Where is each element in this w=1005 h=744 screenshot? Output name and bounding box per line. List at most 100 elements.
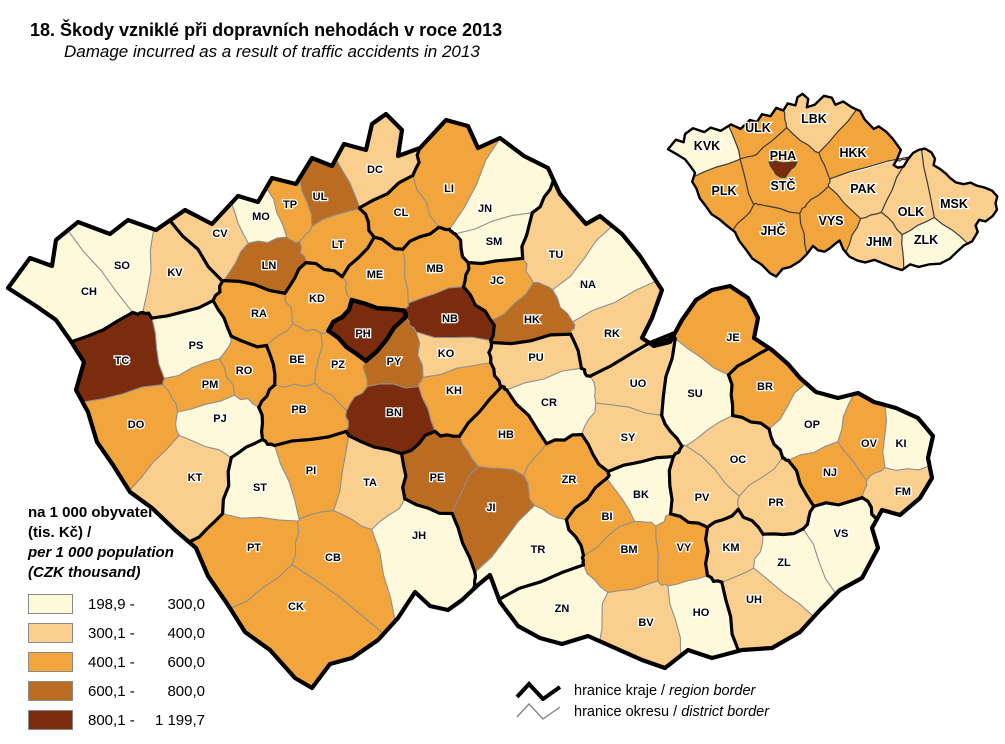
- region-KVK: [668, 125, 741, 177]
- region-area: [756, 127, 816, 164]
- district-label-PJ: PJ: [213, 413, 226, 425]
- legend-title-en-1: per 1 000 population: [28, 544, 174, 561]
- region-border-label: hranice kraje / region border: [574, 682, 756, 699]
- district-label-UO: UO: [630, 378, 647, 390]
- district-label-VS: VS: [834, 528, 849, 540]
- district-label-PV: PV: [695, 492, 710, 504]
- district-label-CK: CK: [288, 601, 304, 613]
- district-LN: [223, 237, 306, 294]
- district-label-PU: PU: [528, 352, 543, 364]
- district-border-label: hranice okresu / district border: [574, 703, 770, 720]
- district-label-PH: PH: [355, 328, 370, 340]
- district-UH: [721, 568, 814, 651]
- region-label-HKK: HKK: [839, 146, 866, 160]
- district-VY: [655, 513, 708, 586]
- district-label-TR: TR: [531, 544, 546, 556]
- region-OLK: [881, 149, 935, 235]
- region-label-KVK: KVK: [694, 139, 720, 153]
- district-label-JC: JC: [490, 275, 504, 287]
- district-label-RK: RK: [604, 328, 620, 340]
- district-FM: [862, 465, 932, 520]
- district-label-KH: KH: [446, 385, 462, 397]
- legend-swatch-class2: [28, 623, 73, 643]
- legend-title-cs-1: na 1 000 obyvatel: [28, 504, 153, 521]
- district-PE: [401, 431, 479, 514]
- region-label-JHM: JHM: [866, 235, 892, 249]
- district-label-ST: ST: [253, 482, 267, 494]
- district-HB: [459, 386, 547, 476]
- page-title: 18. Škody vzniklé při dopravních nehodác…: [30, 20, 503, 40]
- legend-row: 198,9 - 300,0: [28, 594, 278, 614]
- region-label-OLK: OLK: [898, 205, 924, 219]
- district-label-LI: LI: [444, 183, 454, 195]
- district-BI: [566, 478, 635, 556]
- district-label-DC: DC: [367, 164, 383, 176]
- region-VYS: [799, 186, 861, 255]
- district-BV: [599, 580, 681, 668]
- district-HO: [667, 575, 739, 658]
- district-label-PM: PM: [202, 379, 219, 391]
- page-subtitle: Damage incurred as a result of traffic a…: [64, 42, 480, 61]
- district-PZ: [314, 330, 368, 411]
- district-JI: [452, 466, 535, 573]
- district-label-FM: FM: [895, 486, 911, 498]
- district-ME: [342, 237, 409, 311]
- district-label-BE: BE: [289, 354, 304, 366]
- legend-swatch-class1: [28, 594, 73, 614]
- district-OC: [686, 415, 783, 497]
- district-label-BV: BV: [638, 617, 654, 629]
- legend-range-from: 198,9 -: [88, 595, 135, 613]
- district-RK: [570, 281, 673, 377]
- region-STČ: [759, 177, 807, 214]
- region-LBK: [783, 93, 857, 153]
- legend-range-to: 600,0: [167, 653, 205, 671]
- district-PJ: [175, 395, 263, 458]
- border-legend: hranice kraje / region border hranice ok…: [514, 680, 769, 722]
- district-CV: [169, 202, 249, 282]
- district-label-OV: OV: [861, 438, 878, 450]
- title-block: 18. Škody vzniklé při dopravních nehodác…: [30, 20, 502, 62]
- district-label-SM: SM: [486, 236, 503, 248]
- district-label-UH: UH: [746, 594, 762, 606]
- region-JHČ: [732, 203, 807, 277]
- district-label-NA: NA: [580, 279, 596, 291]
- district-label-TC: TC: [115, 355, 130, 367]
- region-border-legend-row: hranice kraje / region border: [514, 680, 769, 701]
- district-CK: [230, 564, 384, 688]
- district-PM: [162, 358, 235, 413]
- district-VS: [803, 497, 878, 594]
- district-label-KM: KM: [722, 542, 739, 554]
- district-label-PT: PT: [247, 542, 261, 554]
- district-label-ME: ME: [367, 269, 384, 281]
- district-label-LN: LN: [262, 260, 277, 272]
- district-TU: [521, 180, 613, 290]
- district-label-TU: TU: [549, 249, 564, 261]
- district-KH: [418, 362, 501, 437]
- district-label-JH: JH: [412, 530, 426, 542]
- district-label-PR: PR: [768, 497, 783, 509]
- inset-regions-map: KVK PLK ULK LBK HKK PAK PHA STČ JHČ VYS JHM OLK MSK Z…: [666, 92, 999, 278]
- district-PS: [152, 300, 232, 379]
- region-ULK: [728, 107, 787, 159]
- district-label-OC: OC: [730, 454, 747, 466]
- district-label-VY: VY: [677, 542, 692, 554]
- district-border-legend-row: hranice okresu / district border: [514, 701, 769, 722]
- district-label-PY: PY: [387, 356, 402, 368]
- region-label-PAK: PAK: [850, 182, 875, 196]
- district-SM: [455, 212, 533, 264]
- region-label-JHČ: JHČ: [760, 223, 785, 238]
- district-label-LT: LT: [332, 239, 345, 251]
- district-CL: [359, 175, 439, 250]
- district-border-icon: [516, 703, 561, 720]
- district-label-TA: TA: [363, 477, 377, 489]
- district-PI: [274, 431, 349, 520]
- district-BE: [266, 323, 323, 388]
- district-label-PZ: PZ: [331, 359, 345, 371]
- district-OP: [769, 383, 854, 461]
- district-label-KV: KV: [167, 267, 183, 279]
- district-label-HB: HB: [498, 429, 514, 441]
- legend-row: 600,1 - 800,0: [28, 681, 278, 701]
- district-NJ: [788, 441, 867, 507]
- district-label-CR: CR: [541, 397, 557, 409]
